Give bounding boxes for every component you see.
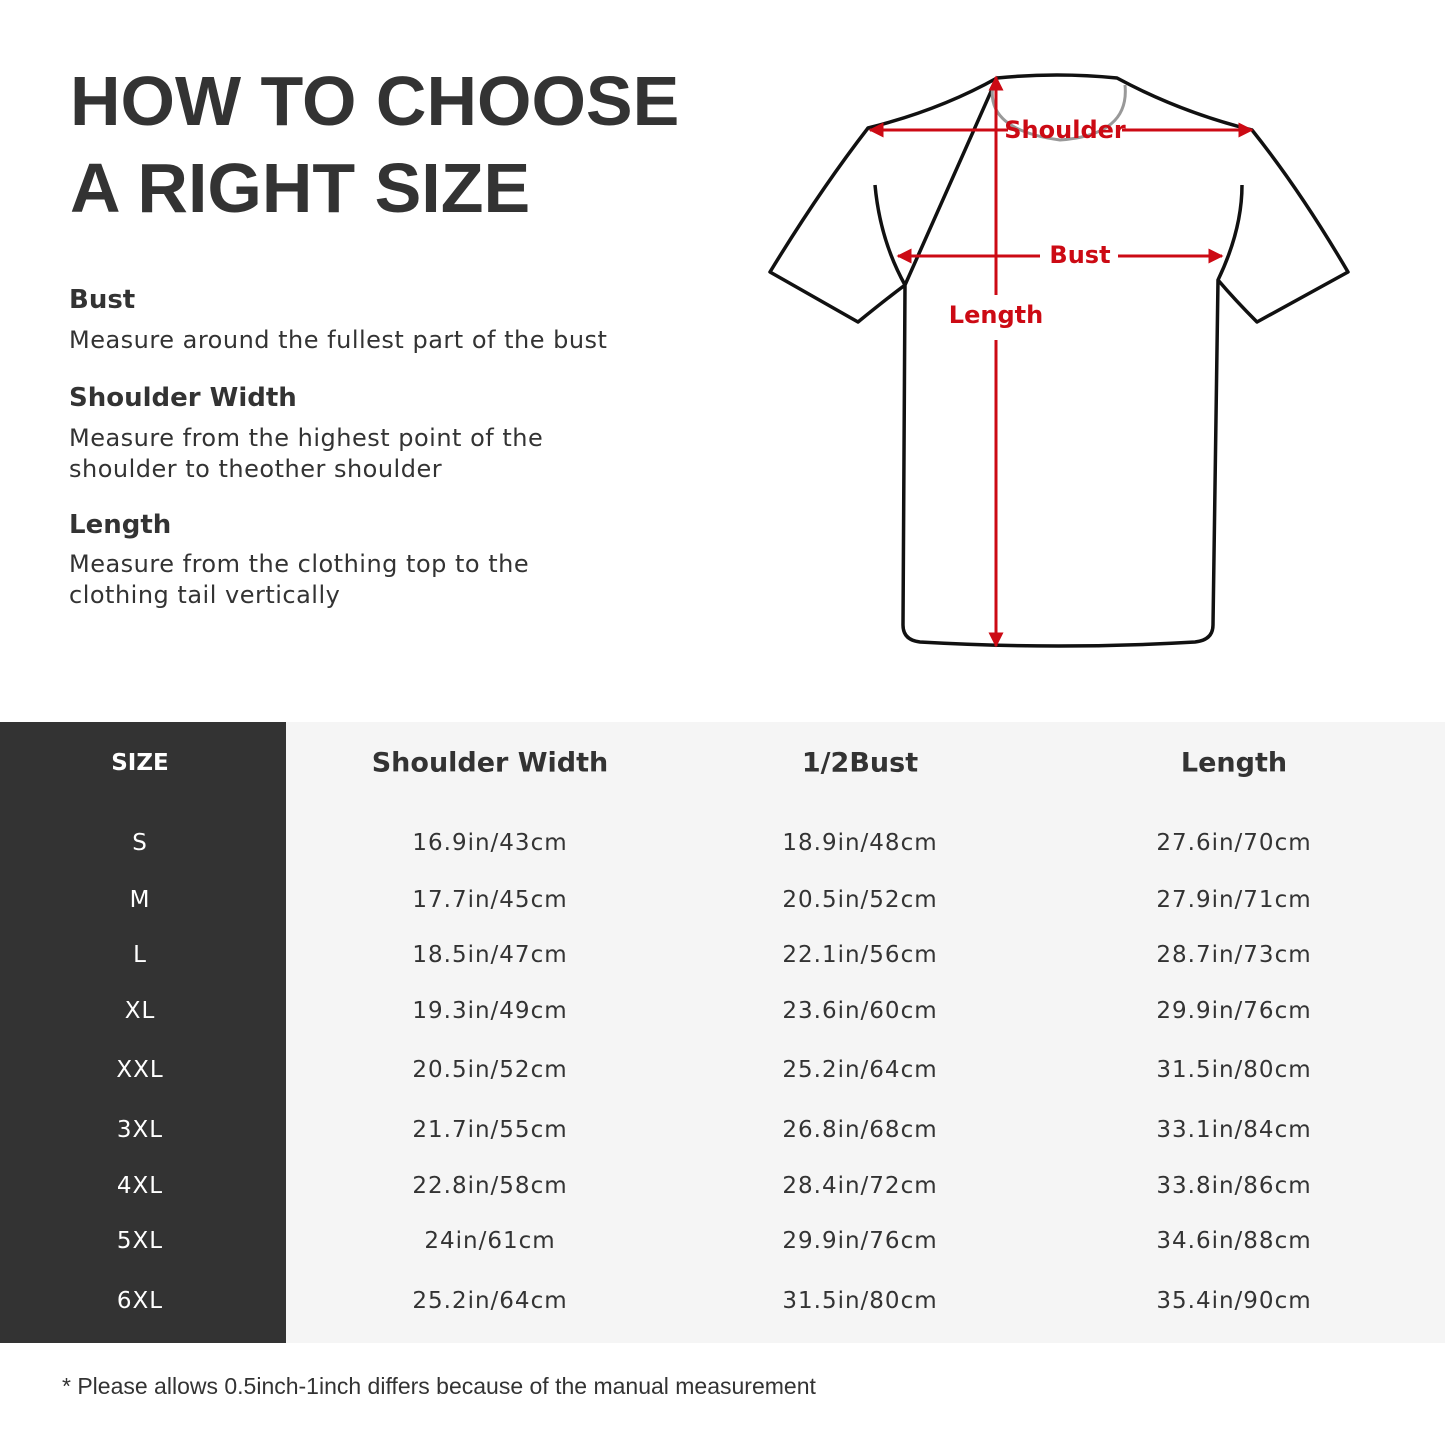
cell-size: XXL xyxy=(116,1057,164,1083)
cell-length: 28.7in/73cm xyxy=(1156,942,1312,968)
cell-half-bust: 23.6in/60cm xyxy=(782,998,938,1024)
cell-half-bust: 28.4in/72cm xyxy=(782,1173,938,1199)
cell-shoulder-width: 24in/61cm xyxy=(424,1228,556,1254)
bust-label: Bust xyxy=(1049,241,1110,269)
header-shoulder-width: Shoulder Width xyxy=(371,747,609,779)
desc-bust: Measure around the fullest part of the b… xyxy=(69,326,608,354)
cell-shoulder-width: 22.8in/58cm xyxy=(412,1173,568,1199)
cell-size: M xyxy=(129,887,151,913)
length-label: Length xyxy=(949,301,1043,329)
cell-half-bust: 22.1in/56cm xyxy=(782,942,938,968)
page-title: HOW TO CHOOSE A RIGHT SIZE xyxy=(70,58,679,232)
measurement-note: * Please allows 0.5inch-1inch differs be… xyxy=(62,1373,816,1399)
cell-length: 33.1in/84cm xyxy=(1156,1117,1312,1143)
cell-shoulder-width: 17.7in/45cm xyxy=(412,887,568,913)
header-length: Length xyxy=(1180,747,1288,779)
term-length: Length xyxy=(69,510,172,540)
term-bust: Bust xyxy=(69,285,136,315)
cell-size: S xyxy=(132,830,148,856)
cell-half-bust: 31.5in/80cm xyxy=(782,1288,938,1314)
cell-half-bust: 18.9in/48cm xyxy=(782,830,938,856)
cell-length: 35.4in/90cm xyxy=(1156,1288,1312,1314)
shoulder-label: Shoulder xyxy=(1004,116,1126,144)
cell-size: L xyxy=(133,942,147,968)
size-column-background xyxy=(0,722,286,1343)
cell-length: 27.6in/70cm xyxy=(1156,830,1312,856)
cell-half-bust: 20.5in/52cm xyxy=(782,887,938,913)
cell-length: 34.6in/88cm xyxy=(1156,1228,1312,1254)
term-shoulder-width: Shoulder Width xyxy=(69,383,297,413)
size-table-background xyxy=(286,722,1445,1343)
cell-shoulder-width: 20.5in/52cm xyxy=(412,1057,568,1083)
cell-size: XL xyxy=(124,998,156,1024)
cell-shoulder-width: 25.2in/64cm xyxy=(412,1288,568,1314)
cell-size: 5XL xyxy=(116,1228,164,1254)
title-line-2: A RIGHT SIZE xyxy=(70,149,531,227)
tshirt-outline xyxy=(768,73,1350,648)
cell-length: 33.8in/86cm xyxy=(1156,1173,1312,1199)
cell-half-bust: 29.9in/76cm xyxy=(782,1228,938,1254)
cell-length: 27.9in/71cm xyxy=(1156,887,1312,913)
cell-size: 4XL xyxy=(116,1173,164,1199)
cell-shoulder-width: 21.7in/55cm xyxy=(412,1117,568,1143)
desc-length-line-2: clothing tail vertically xyxy=(69,581,341,609)
desc-length-line-1: Measure from the clothing top to the xyxy=(69,550,530,578)
cell-length: 29.9in/76cm xyxy=(1156,998,1312,1024)
cell-length: 31.5in/80cm xyxy=(1156,1057,1312,1083)
header-size: SIZE xyxy=(111,750,169,776)
header-half-bust: 1/2Bust xyxy=(801,747,919,779)
title-line-1: HOW TO CHOOSE xyxy=(70,62,680,140)
cell-half-bust: 26.8in/68cm xyxy=(782,1117,938,1143)
cell-size: 6XL xyxy=(116,1288,164,1314)
cell-shoulder-width: 18.5in/47cm xyxy=(412,942,568,968)
desc-shoulder-line-2: shoulder to theother shoulder xyxy=(69,455,443,483)
cell-size: 3XL xyxy=(116,1117,164,1143)
tshirt-diagram: Shoulder Bust Length xyxy=(768,73,1350,648)
cell-shoulder-width: 16.9in/43cm xyxy=(412,830,568,856)
cell-shoulder-width: 19.3in/49cm xyxy=(412,998,568,1024)
cell-half-bust: 25.2in/64cm xyxy=(782,1057,938,1083)
desc-shoulder-line-1: Measure from the highest point of the xyxy=(69,424,544,452)
